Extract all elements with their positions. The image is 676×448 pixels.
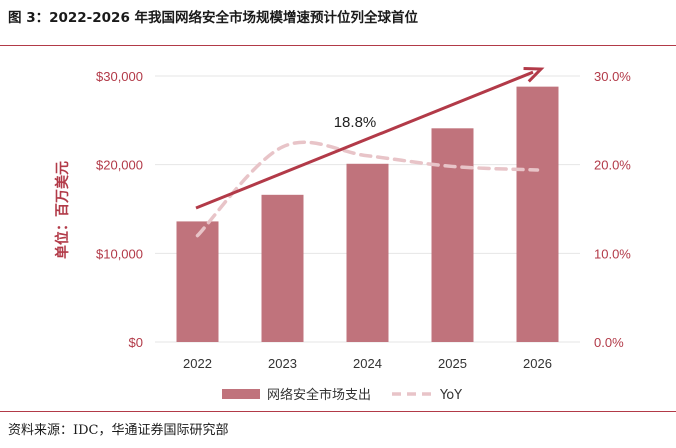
annotation-label: 18.8% (334, 114, 377, 131)
right-tick-label: 10.0% (594, 246, 631, 261)
bar-2023 (261, 194, 304, 342)
title-divider (0, 45, 676, 46)
right-tick-label: 20.0% (594, 158, 631, 173)
x-tick-label: 2025 (438, 356, 467, 371)
yoy-line (195, 140, 540, 238)
trend-arrow-head (523, 66, 545, 83)
x-axis: 2022 2023 2024 2025 2026 (183, 356, 552, 371)
right-tick-label: 30.0% (594, 69, 631, 84)
figure-title: 图 3：2022-2026 年我国网络安全市场规模增速预计位列全球首位 (8, 10, 419, 26)
left-tick-label: $30,000 (96, 69, 143, 84)
yoy-series (195, 140, 540, 238)
bar-series (176, 86, 559, 342)
left-tick-label: $20,000 (96, 158, 143, 173)
legend-line-label: YoY (439, 388, 462, 403)
source-note: 资料来源：IDC，华通证券国际研究部 (8, 423, 229, 438)
left-axis: $0 $10,000 $20,000 $30,000 (96, 69, 143, 350)
right-tick-label: 0.0% (594, 335, 624, 350)
x-tick-label: 2024 (353, 356, 382, 371)
source-divider (0, 411, 676, 412)
trend-arrow (195, 66, 545, 210)
right-axis: 0.0% 10.0% 20.0% 30.0% (594, 69, 631, 350)
left-tick-label: $0 (129, 335, 143, 350)
trend-arrow-shaft (195, 70, 534, 210)
legend: 网络安全市场支出 YoY (222, 387, 462, 403)
bar-2026 (516, 86, 559, 342)
legend-bar-label: 网络安全市场支出 (267, 387, 371, 403)
bar-2025 (431, 128, 474, 342)
x-tick-label: 2022 (183, 356, 212, 371)
bar-2024 (346, 163, 389, 342)
bar-2022 (176, 221, 219, 342)
left-tick-label: $10,000 (96, 246, 143, 261)
x-tick-label: 2026 (523, 356, 552, 371)
legend-bar-swatch (222, 389, 260, 399)
x-tick-label: 2023 (268, 356, 297, 371)
y-axis-label: 单位：百万美元 (54, 161, 71, 259)
